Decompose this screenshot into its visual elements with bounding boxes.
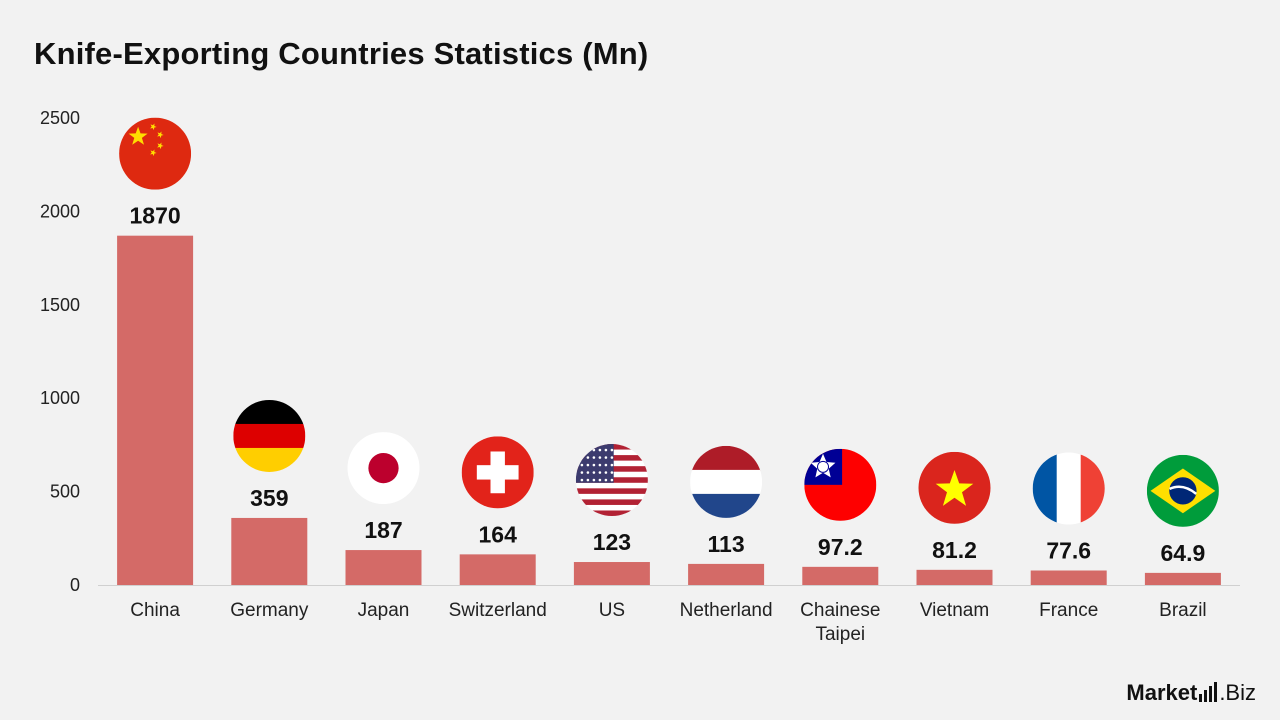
chart-title: Knife-Exporting Countries Statistics (Mn… — [34, 36, 649, 71]
x-tick-label: Chainese — [800, 600, 880, 621]
bar-value-label: 359 — [250, 485, 288, 511]
bar-value-label: 113 — [708, 531, 745, 557]
bar-value-label: 123 — [593, 529, 631, 555]
bar — [802, 566, 879, 585]
x-tick-label: China — [130, 600, 180, 621]
brand-name-suffix: .Biz — [1219, 680, 1256, 705]
netherlands-flag-icon — [690, 445, 763, 518]
vietnam-flag-icon — [918, 451, 991, 524]
x-tick-label: Brazil — [1159, 600, 1207, 621]
y-tick-label: 1000 — [40, 388, 80, 408]
bar-value-label: 64.9 — [1161, 540, 1206, 566]
brand-name-bold: Market — [1126, 680, 1198, 705]
x-tick-label: Japan — [358, 600, 410, 621]
bar — [1030, 570, 1107, 585]
bar-value-label: 81.2 — [932, 537, 977, 563]
x-axis: China Germany Japan Switzerland US Netherland… — [98, 585, 1240, 645]
bars-group: 1870 359 187 164 123 113 97.2 81.2 77.6 64.9 — [117, 203, 1221, 585]
x-tick-label: Vietnam — [920, 600, 989, 621]
bar — [117, 235, 194, 585]
japan-flag-icon — [347, 432, 420, 505]
y-axis: 0 500 1000 1500 2000 2500 — [40, 108, 80, 595]
bar-value-label: 1870 — [130, 203, 181, 229]
bar — [916, 569, 993, 585]
bar — [1144, 572, 1221, 585]
flags-group — [119, 117, 1219, 527]
switzerland-flag-icon — [461, 436, 534, 509]
us-flag-icon — [575, 444, 648, 517]
x-tick-label: Switzerland — [449, 600, 547, 621]
y-tick-label: 2000 — [40, 201, 80, 221]
x-tick-label: Taipei — [815, 624, 865, 645]
france-flag-icon — [1032, 452, 1105, 525]
y-tick-label: 500 — [50, 482, 80, 502]
bar-value-label: 97.2 — [818, 534, 863, 560]
y-tick-label: 2500 — [40, 108, 80, 128]
bar — [459, 554, 536, 585]
bar — [231, 517, 308, 585]
brazil-flag-icon — [1146, 454, 1219, 527]
x-tick-label: US — [599, 600, 625, 621]
y-tick-label: 0 — [70, 575, 80, 595]
bar-value-label: 187 — [364, 517, 402, 543]
bar-value-label: 164 — [479, 521, 518, 547]
y-tick-label: 1500 — [40, 295, 80, 315]
bar — [688, 563, 765, 585]
taiwan-flag-icon — [804, 448, 877, 521]
x-tick-label: France — [1039, 600, 1098, 621]
germany-flag-icon — [233, 399, 306, 472]
bar-value-label: 77.6 — [1046, 538, 1091, 564]
china-flag-icon — [119, 117, 192, 190]
bar — [573, 562, 650, 585]
bar — [345, 550, 422, 585]
x-tick-label: Germany — [230, 600, 309, 621]
x-tick-label: Netherland — [680, 600, 773, 621]
brand-logo: Market .Biz — [1126, 680, 1256, 706]
brand-bars-icon — [1199, 682, 1218, 702]
